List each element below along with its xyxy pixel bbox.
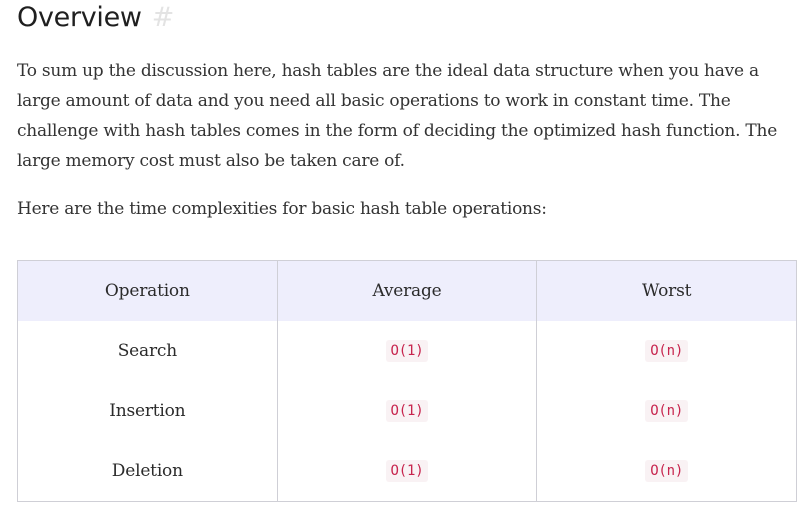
header-worst: Worst [536,260,797,321]
average-complexity-code: O(1) [385,400,429,422]
table-header-row: Operation Average Worst [17,260,797,321]
table-row: Search O(1) O(n) [17,321,797,381]
worst-cell: O(n) [536,381,797,441]
operation-cell: Insertion [17,381,278,441]
average-cell: O(1) [276,381,538,441]
section-title: Overview [17,2,142,33]
worst-complexity-code: O(n) [645,340,689,362]
summary-paragraph: To sum up the discussion here, hash tabl… [17,61,778,171]
average-cell: O(1) [276,321,538,381]
intro-paragraph: Here are the time complexities for basic… [17,199,547,219]
header-average: Average [276,260,538,321]
worst-complexity-code: O(n) [645,460,689,482]
worst-complexity-code: O(n) [645,400,689,422]
heading-anchor-link[interactable]: # [151,2,175,33]
worst-cell: O(n) [536,441,797,502]
table-row: Insertion O(1) O(n) [17,381,797,441]
section-heading: Overview # [17,2,174,33]
average-complexity-code: O(1) [385,340,429,362]
table-row: Deletion O(1) O(n) [17,441,797,502]
complexity-table: Operation Average Worst Search O(1) O(n)… [17,260,797,502]
worst-cell: O(n) [536,321,797,381]
average-complexity-code: O(1) [385,460,429,482]
average-cell: O(1) [276,441,538,502]
header-operation: Operation [17,260,278,321]
operation-cell: Search [17,321,278,381]
operation-cell: Deletion [17,441,278,502]
